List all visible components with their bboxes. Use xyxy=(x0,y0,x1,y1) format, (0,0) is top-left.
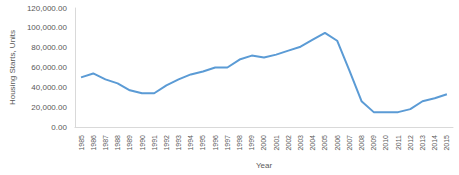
svg-text:2004: 2004 xyxy=(309,135,316,151)
svg-text:1997: 1997 xyxy=(224,135,231,151)
svg-text:2002: 2002 xyxy=(285,135,292,151)
svg-text:1998: 1998 xyxy=(236,135,243,151)
svg-text:2007: 2007 xyxy=(346,135,353,151)
svg-text:1999: 1999 xyxy=(248,135,255,151)
svg-text:60,000.00: 60,000.00 xyxy=(31,63,67,72)
svg-text:1987: 1987 xyxy=(102,135,109,151)
svg-text:2013: 2013 xyxy=(419,135,426,151)
svg-text:20,000.00: 20,000.00 xyxy=(31,103,67,112)
svg-text:1991: 1991 xyxy=(151,135,158,151)
svg-text:1986: 1986 xyxy=(90,135,97,151)
svg-text:2000: 2000 xyxy=(260,135,267,151)
svg-text:2009: 2009 xyxy=(370,135,377,151)
svg-text:2008: 2008 xyxy=(358,135,365,151)
svg-text:1995: 1995 xyxy=(199,135,206,151)
svg-text:80,000.00: 80,000.00 xyxy=(31,43,67,52)
svg-text:Year: Year xyxy=(256,161,273,170)
svg-text:100,000.00: 100,000.00 xyxy=(27,23,68,32)
svg-text:1990: 1990 xyxy=(139,135,146,151)
svg-text:2010: 2010 xyxy=(382,135,389,151)
svg-text:120,000.00: 120,000.00 xyxy=(27,4,68,13)
svg-text:2014: 2014 xyxy=(431,135,438,151)
svg-text:1993: 1993 xyxy=(175,135,182,151)
svg-text:2003: 2003 xyxy=(297,135,304,151)
svg-text:2006: 2006 xyxy=(334,135,341,151)
svg-text:0.00: 0.00 xyxy=(51,123,67,132)
svg-text:2005: 2005 xyxy=(321,135,328,151)
svg-text:1992: 1992 xyxy=(163,135,170,151)
svg-text:2015: 2015 xyxy=(443,135,450,151)
svg-text:Housing Starts, Units: Housing Starts, Units xyxy=(8,30,17,105)
svg-text:1988: 1988 xyxy=(114,135,121,151)
svg-text:1989: 1989 xyxy=(126,135,133,151)
svg-text:2012: 2012 xyxy=(407,135,414,151)
svg-text:1996: 1996 xyxy=(212,135,219,151)
svg-text:2001: 2001 xyxy=(273,135,280,151)
svg-text:2011: 2011 xyxy=(395,135,402,150)
svg-text:40,000.00: 40,000.00 xyxy=(31,83,67,92)
svg-text:1985: 1985 xyxy=(78,135,85,151)
svg-text:1994: 1994 xyxy=(187,135,194,151)
